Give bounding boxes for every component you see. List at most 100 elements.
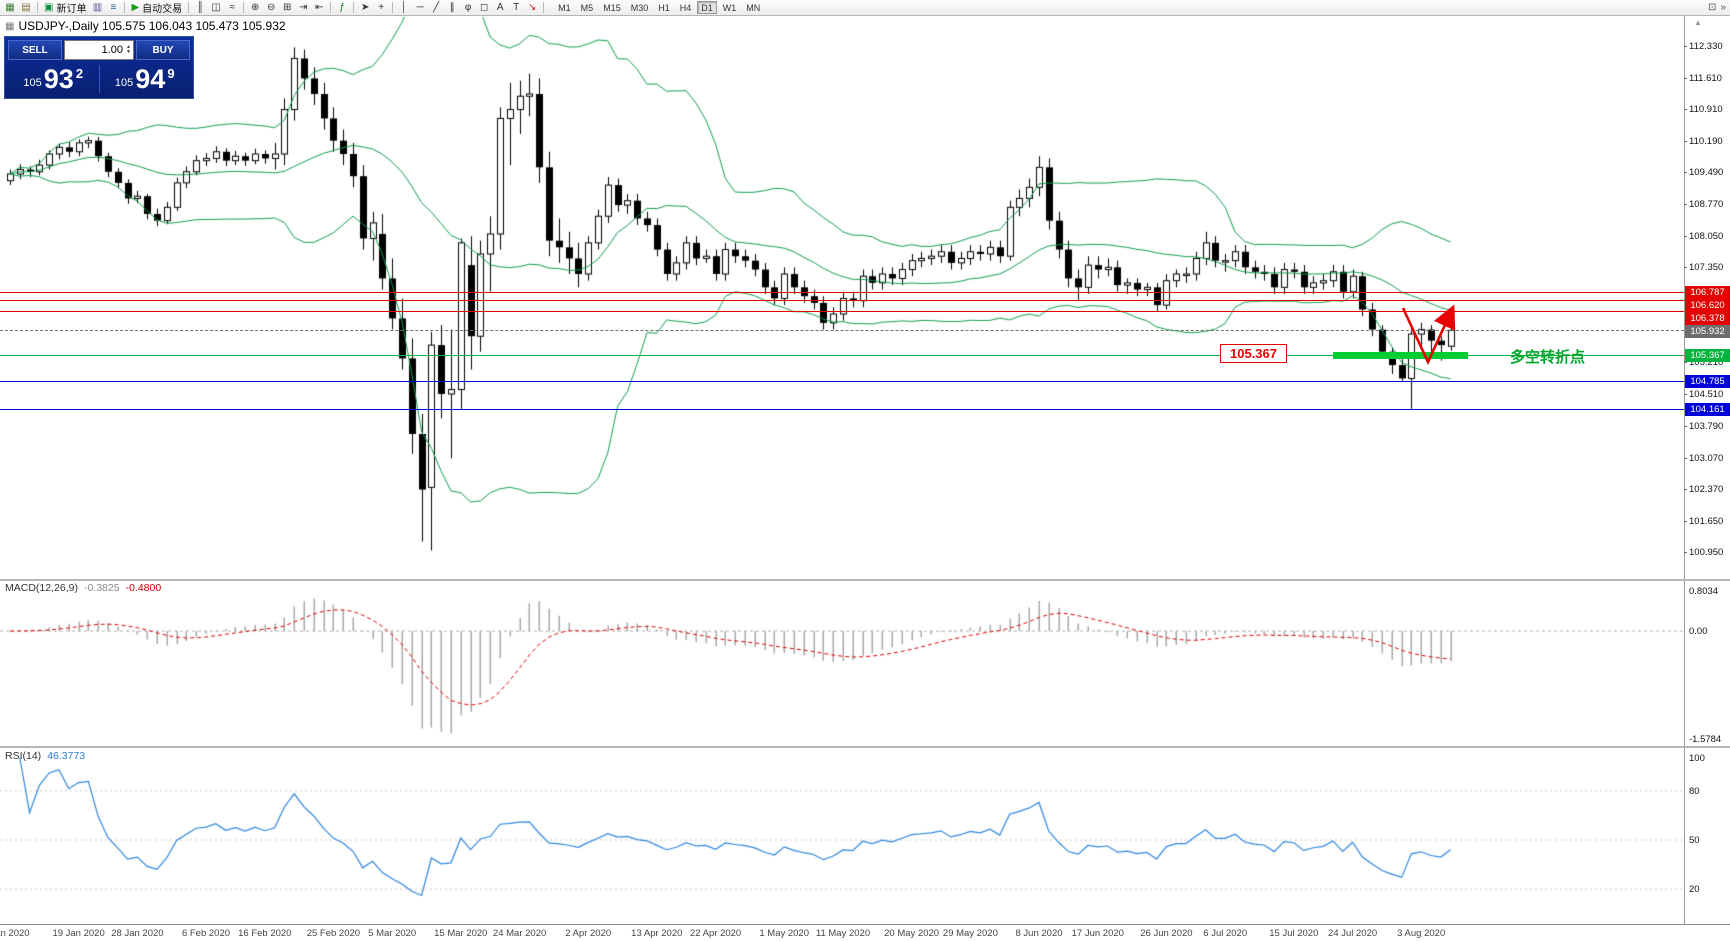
price-tick-label: 111.610 (1689, 72, 1722, 84)
price-tick-label: 109.490 (1689, 167, 1724, 179)
timeframe-h4-button[interactable]: H4 (676, 1, 696, 14)
price-tick-label: 100.950 (1689, 546, 1724, 558)
zoom-out-button[interactable]: ⊖ (263, 1, 279, 15)
level-line-105.367[interactable] (0, 355, 1684, 357)
price-tick-mark (1684, 172, 1687, 174)
cursor-button[interactable]: ➤ (357, 1, 373, 15)
scroll-up-icon[interactable]: ▲ (1694, 18, 1702, 27)
zoom-in-button[interactable]: ⊕ (247, 1, 263, 15)
timeframe-m15-button[interactable]: M15 (599, 1, 625, 14)
trade-panel-divider (98, 65, 100, 93)
price-level-callout[interactable]: 105.367 (1220, 344, 1287, 363)
ask-price[interactable]: 105 94 9 (100, 66, 191, 93)
date-label: 28 Jan 2020 (111, 928, 164, 939)
indicators-button[interactable]: ƒ (334, 1, 350, 15)
bar-chart-button[interactable]: ║ (192, 1, 208, 15)
date-label: 3 Aug 2020 (1397, 928, 1446, 939)
candlestick-icon: ◫ (211, 1, 221, 13)
volume-stepper[interactable]: 1.00 ▲ ▼ (64, 40, 134, 60)
timeframe-m5-button[interactable]: M5 (577, 1, 598, 14)
timeframe-h1-button[interactable]: H1 (654, 1, 674, 14)
reversal-arrow-annotation[interactable] (1395, 300, 1465, 375)
auto-scroll-button[interactable]: ⇥ (295, 1, 311, 15)
rsi-pane-separator[interactable] (0, 746, 1730, 748)
price-tick-label: 108.770 (1689, 199, 1724, 211)
channel-button[interactable]: ∥ (444, 1, 460, 15)
new-order-icon: ▣ (44, 1, 54, 13)
price-tick-mark (1684, 488, 1687, 490)
support-zone-segment[interactable] (1333, 352, 1468, 359)
toolbar-separator (124, 2, 126, 13)
date-label: 6 Feb 2020 (181, 928, 231, 939)
price-tick-mark (1684, 46, 1687, 47)
shapes-button[interactable]: ◻ (476, 1, 492, 15)
date-label: 13 Apr 2020 (631, 928, 683, 939)
tile-windows-button[interactable]: ⊞ (279, 1, 295, 15)
level-line-106.378[interactable] (0, 310, 1684, 312)
price-tick-label: 105.210 (1689, 357, 1724, 369)
date-label: 19 Jan 2020 (52, 928, 105, 939)
dock-icon[interactable]: ⊡ (1708, 2, 1717, 13)
date-label: 16 Feb 2020 (238, 928, 292, 939)
chart-shift-button[interactable]: ⇤ (311, 1, 327, 15)
profiles-button[interactable]: ▤ (18, 1, 34, 15)
macd-pane-separator[interactable] (0, 579, 1730, 581)
price-tick-label: 108.050 (1689, 231, 1724, 243)
date-label: 25 Feb 2020 (306, 928, 361, 939)
market-watch-button[interactable]: ≡ (105, 1, 121, 15)
date-label: 11 May 2020 (815, 928, 871, 939)
bid-price[interactable]: 105 93 2 (8, 64, 99, 94)
sell-button[interactable]: SELL (8, 40, 62, 60)
price-tick-mark (1684, 267, 1687, 269)
price-tick-mark (1684, 236, 1687, 238)
toolbar-separator (330, 2, 332, 13)
new-chart-button[interactable]: ▦ (2, 1, 18, 15)
timeframe-m1-button[interactable]: M1 (554, 1, 575, 14)
rsi-value: 46.3773 (47, 750, 86, 762)
timeframe-m30-button[interactable]: M30 (627, 1, 653, 14)
level-line-104.161[interactable] (0, 409, 1684, 411)
bid-big-digits: 93 (43, 64, 74, 94)
play-icon: ▶ (131, 1, 140, 13)
date-label: 24 Mar 2020 (492, 928, 547, 939)
overflow-icon[interactable]: » (1720, 2, 1726, 13)
indicators-icon: ƒ (339, 1, 345, 13)
vertical-line-button[interactable]: │ (396, 1, 412, 15)
macd-scale-zero: 0.00 (1689, 626, 1708, 638)
timeframe-d1-button[interactable]: D1 (697, 1, 717, 14)
level-price-box-104.161: 104.161 (1685, 402, 1730, 416)
current-price-box: 105.932 (1685, 324, 1730, 338)
trendline-button[interactable]: ╱ (428, 1, 444, 15)
line-chart-button[interactable]: ≈ (224, 1, 240, 15)
price-tick-mark (1684, 362, 1687, 364)
date-label: 5 Mar 2020 (368, 928, 417, 939)
candlestick-chart-button[interactable]: ◫ (208, 1, 224, 15)
current-price-line[interactable] (0, 330, 1684, 332)
line-chart-icon: ≈ (229, 1, 235, 13)
timeframe-mn-button[interactable]: MN (742, 1, 764, 14)
timeframe-w1-button[interactable]: W1 (719, 1, 741, 14)
rsi-name: RSI(14) (5, 750, 42, 762)
level-line-106.787[interactable] (0, 292, 1684, 294)
new-order-button[interactable]: ▣ 新订单 (41, 1, 89, 15)
volume-down-icon[interactable]: ▼ (126, 49, 131, 55)
auto-trading-button[interactable]: ▶ 自动交易 (128, 1, 185, 15)
volume-up-icon[interactable]: ▲ (126, 44, 131, 50)
chart-icon: ▦ (5, 20, 15, 32)
main-toolbar: ▦ ▤ ▣ 新订单 ▥ ≡ ▶ 自动交易 ║ ◫ ≈ ⊕ ⊖ ⊞ ⇥ ⇤ ƒ ➤ + │ ─ ╱ ∥ φ ◻ A T ↘ M1 M5 M15… (0, 0, 1730, 16)
text-label-button[interactable]: T (508, 1, 524, 15)
fibonacci-button[interactable]: φ (460, 1, 476, 15)
turning-point-text[interactable]: 多空转折点 (1510, 349, 1586, 366)
arrows-button[interactable]: ↘ (524, 1, 540, 15)
horizontal-line-button[interactable]: ─ (412, 1, 428, 15)
date-label: 26 Jun 2020 (1140, 928, 1193, 939)
crosshair-button[interactable]: + (373, 1, 389, 15)
auto-trading-button-label: 自动交易 (142, 4, 183, 15)
level-line-106.620[interactable] (0, 299, 1684, 301)
text-button[interactable]: A (492, 1, 508, 15)
buy-button[interactable]: BUY (136, 40, 190, 60)
chart-window-button[interactable]: ▥ (89, 1, 105, 15)
date-label: 1 May 2020 (759, 928, 810, 939)
level-line-104.785[interactable] (0, 381, 1684, 383)
